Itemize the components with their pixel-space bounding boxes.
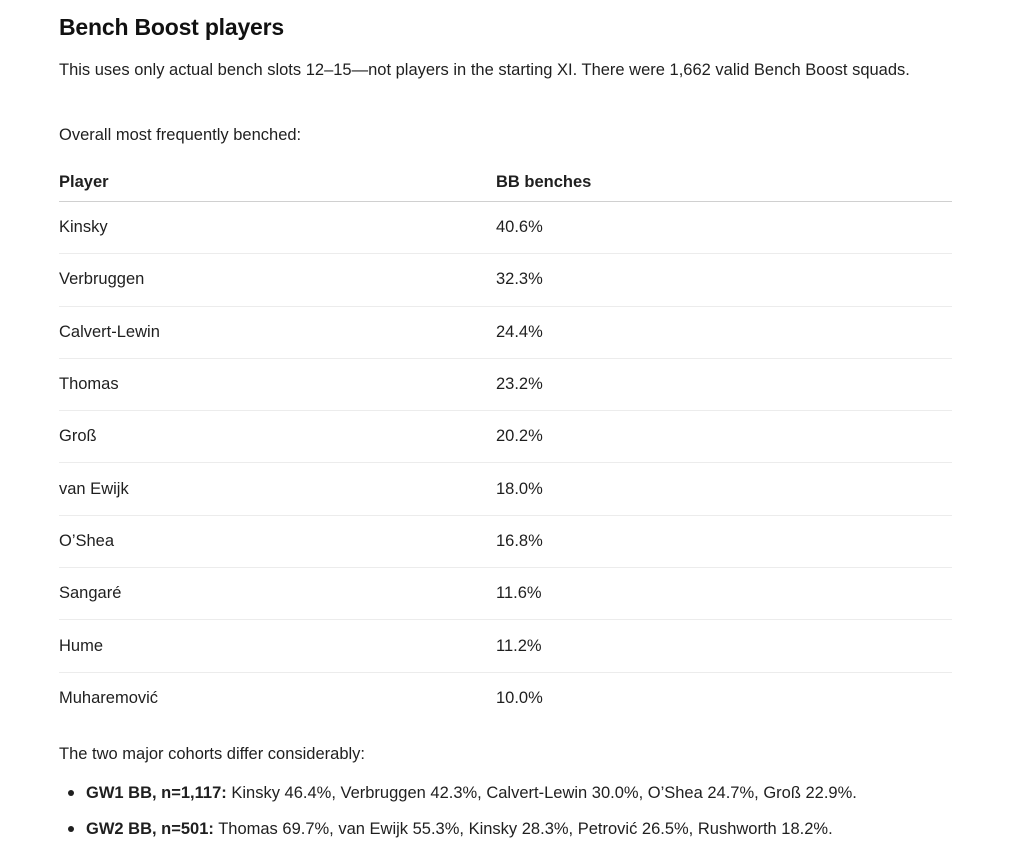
cohort-lead-text: The two major cohorts differ considerabl… — [59, 745, 365, 763]
table-row: Thomas 23.2% — [59, 358, 952, 412]
bb-bench-percent: 24.4% — [496, 306, 952, 359]
cohort-label: GW1 BB, n=1,117: — [86, 784, 227, 802]
player-name: Sangaré — [59, 567, 496, 621]
section-heading: Bench Boost players — [59, 14, 284, 40]
bb-bench-percent: 11.6% — [496, 567, 952, 621]
header-bb-benches: BB benches — [496, 163, 952, 202]
list-item: GW1 BB, n=1,117: Kinsky 46.4%, Verbrugge… — [68, 780, 857, 816]
table-row: van Ewijk 18.0% — [59, 462, 952, 516]
table-row: O’Shea 16.8% — [59, 515, 952, 569]
cohort-list: GW1 BB, n=1,117: Kinsky 46.4%, Verbrugge… — [59, 780, 857, 852]
bb-bench-percent: 11.2% — [496, 619, 952, 673]
table-row: Kinsky 40.6% — [59, 201, 952, 255]
header-player: Player — [59, 163, 496, 202]
table-row: Hume 11.2% — [59, 619, 952, 673]
player-name: Kinsky — [59, 201, 496, 255]
bb-bench-percent: 10.0% — [496, 688, 543, 707]
bb-bench-percent: 20.2% — [496, 410, 952, 464]
table-row: Calvert-Lewin 24.4% — [59, 306, 952, 359]
bb-bench-percent: 23.2% — [496, 358, 952, 412]
player-name: Thomas — [59, 358, 496, 412]
table-row: Muharemović 10.0% — [59, 672, 952, 724]
table-lead-text: Overall most frequently benched: — [59, 126, 302, 144]
cohort-label: GW2 BB, n=501: — [86, 820, 214, 838]
bb-bench-percent: 40.6% — [496, 201, 952, 255]
intro-paragraph: This uses only actual bench slots 12–15—… — [59, 61, 910, 79]
player-name: O’Shea — [59, 515, 496, 569]
table-row: Groß 20.2% — [59, 410, 952, 464]
player-name: Muharemović — [59, 688, 159, 707]
table-row: Verbruggen 32.3% — [59, 253, 952, 307]
list-item: GW2 BB, n=501: Thomas 69.7%, van Ewijk 5… — [68, 816, 857, 852]
player-name: van Ewijk — [59, 462, 496, 516]
cohort-text: Thomas 69.7%, van Ewijk 55.3%, Kinsky 28… — [213, 820, 833, 838]
bb-bench-percent: 32.3% — [496, 253, 952, 307]
player-name: Verbruggen — [59, 253, 496, 307]
player-name: Groß — [59, 410, 496, 464]
bb-bench-percent: 16.8% — [496, 515, 952, 569]
bench-table: Player BB benches Kinsky 40.6% Verbrugge… — [59, 163, 952, 724]
table-row: Sangaré 11.6% — [59, 567, 952, 621]
player-name: Hume — [59, 619, 496, 673]
bullet-icon — [68, 826, 74, 832]
cohort-text: Kinsky 46.4%, Verbruggen 42.3%, Calvert-… — [226, 784, 857, 802]
table-header-row: Player BB benches — [59, 163, 952, 202]
bullet-icon — [68, 790, 74, 796]
bb-bench-percent: 18.0% — [496, 462, 952, 516]
player-name: Calvert-Lewin — [59, 306, 496, 359]
